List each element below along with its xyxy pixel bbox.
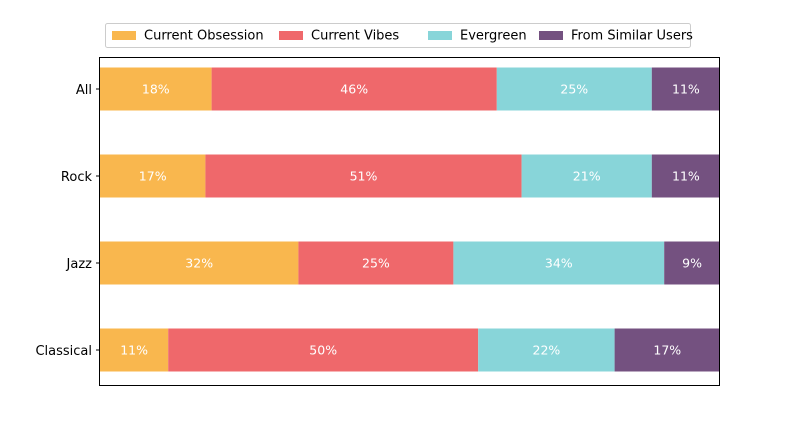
data-label: 9% xyxy=(682,256,702,271)
data-label: 46% xyxy=(340,82,368,97)
data-label: 11% xyxy=(672,169,700,184)
bar-segment xyxy=(100,154,206,198)
data-label: 18% xyxy=(142,82,170,97)
plot-frame xyxy=(99,57,720,386)
data-label: 34% xyxy=(545,256,573,271)
data-label: 51% xyxy=(350,169,378,184)
data-label: 50% xyxy=(309,343,337,358)
y-tick-label: All xyxy=(76,83,92,98)
bar-segment xyxy=(651,67,720,111)
bar-segment xyxy=(100,328,169,372)
legend-swatch xyxy=(539,31,563,40)
data-label: 11% xyxy=(672,82,700,97)
legend-swatch xyxy=(428,31,452,40)
bar-segment xyxy=(651,154,720,198)
bar-segment xyxy=(100,67,212,111)
bar-segment xyxy=(100,241,299,285)
data-label: 17% xyxy=(653,343,681,358)
bar-segment xyxy=(168,328,479,372)
data-label: 25% xyxy=(362,256,390,271)
bars: 18% 46% 25% 11% 17% 51% 21% 11% 32% 25% 34% 9% 11% 50… xyxy=(100,67,720,372)
data-label: 11% xyxy=(120,343,148,358)
y-tick-label: Rock xyxy=(61,170,93,185)
data-label: 25% xyxy=(560,82,588,97)
legend-swatch xyxy=(112,31,136,40)
data-label: 17% xyxy=(139,169,167,184)
bar-segment xyxy=(453,241,665,285)
bar-segment xyxy=(298,241,454,285)
y-axis: All Rock Jazz Classical xyxy=(35,83,100,359)
data-label: 21% xyxy=(573,169,601,184)
legend-frame xyxy=(105,23,691,48)
legend-label: From Similar Users xyxy=(571,29,693,44)
legend-label: Evergreen xyxy=(460,29,527,44)
legend: Current Obsession Current Vibes Evergreen F… xyxy=(105,23,693,48)
data-label: 22% xyxy=(533,343,561,358)
data-label: 32% xyxy=(185,256,213,271)
bar-segment xyxy=(211,67,497,111)
bar-segment xyxy=(205,154,522,198)
bar-segment xyxy=(614,328,720,372)
legend-label: Current Obsession xyxy=(144,29,264,44)
bar-segment xyxy=(664,241,720,285)
bar-segment xyxy=(521,154,652,198)
bar-segment xyxy=(496,67,652,111)
y-tick-label: Classical xyxy=(35,344,92,359)
bar-segment xyxy=(478,328,615,372)
y-tick-label: Jazz xyxy=(66,257,93,272)
legend-label: Current Vibes xyxy=(311,29,399,44)
legend-swatch xyxy=(279,31,303,40)
